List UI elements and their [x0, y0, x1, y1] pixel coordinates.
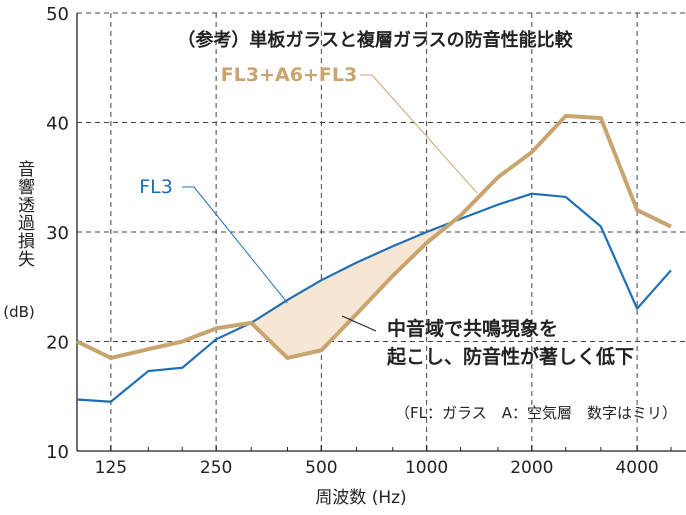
x-tick-label: 250: [200, 458, 232, 478]
chart-title: （参考）単板ガラスと複層ガラスの防音性能比較: [177, 29, 573, 51]
x-tick-label: 4000: [615, 458, 658, 478]
y-tick-label: 40: [46, 114, 69, 135]
series-leader-line: [360, 74, 479, 195]
resonance-fill: [251, 215, 461, 358]
y-axis-unit: (dB): [3, 303, 35, 321]
series-label: FL3: [139, 176, 173, 198]
series-label: FL3+A6+FL3: [221, 64, 357, 86]
y-axis-label: 音響透過損失: [14, 160, 34, 268]
x-axis-label: 周波数 (Hz): [315, 488, 406, 508]
series-lines: [76, 113, 672, 403]
annotation-text: 起こし、防音性が著しく低下: [386, 345, 634, 368]
y-tick-label: 10: [46, 442, 69, 463]
annotation-pointer: [341, 315, 377, 332]
series-line: [76, 192, 672, 403]
series-leader-line: [182, 186, 288, 304]
x-tick-label: 125: [95, 458, 127, 478]
y-tick-label: 20: [46, 333, 69, 354]
x-tick-label: 500: [305, 458, 337, 478]
series-line: [76, 113, 672, 360]
grid-lines: [77, 12, 686, 451]
y-tick-label: 50: [46, 4, 69, 25]
annotation-text: 中音域で共鳴現象を: [387, 317, 558, 340]
axes: [76, 13, 686, 452]
note-text: （FL：ガラス A：空気層 数字はミリ）: [395, 404, 677, 422]
x-tick-label: 1000: [405, 458, 448, 478]
chart-labels: 10 20 30 40 50 125 250 500 1000 2000 4000 FL3 FL3+A6…: [46, 4, 659, 478]
y-tick-label: 30: [46, 223, 69, 244]
resonance-area: [251, 215, 461, 358]
x-tick-label: 2000: [510, 458, 553, 478]
